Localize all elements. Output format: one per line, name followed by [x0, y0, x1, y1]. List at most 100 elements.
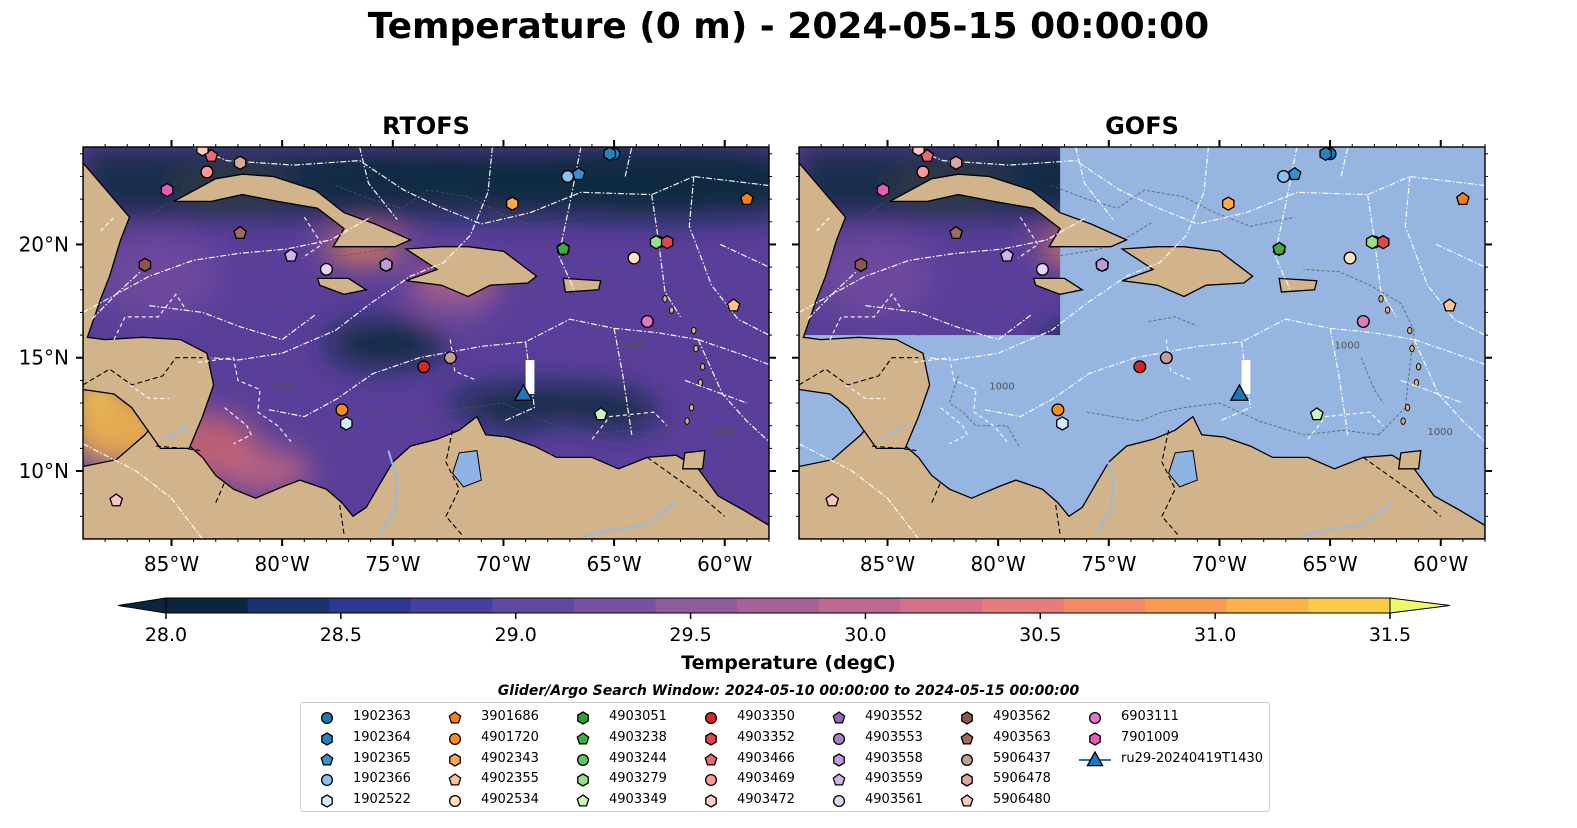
legend-marker-4903466	[704, 752, 718, 766]
legend-marker-4903349	[576, 794, 590, 807]
legend-label: 4903238	[609, 729, 667, 745]
legend-label: 4903466	[737, 750, 795, 766]
legend-marker-4903562	[961, 711, 973, 725]
marker-4903352	[1376, 234, 1390, 250]
land	[799, 411, 1485, 539]
colorbar-extend-low	[117, 597, 167, 614]
marker-5906437	[1159, 351, 1173, 365]
legend-marker-7901009	[1089, 732, 1101, 746]
legend-label: ru29-20240419T1430	[1121, 750, 1264, 766]
marker-1902364	[603, 147, 616, 162]
eez-boundary	[1414, 339, 1485, 366]
marker-5906480	[825, 493, 840, 507]
legend-marker-4903561	[832, 795, 846, 808]
legend-marker-icon	[576, 753, 590, 766]
legend-label: 4903349	[609, 792, 667, 808]
legend-marker-icon	[321, 794, 333, 808]
lon-tick-label: 60°W	[1413, 552, 1468, 576]
land	[316, 277, 369, 295]
legend-label: 1902363	[353, 709, 411, 724]
land	[83, 161, 215, 450]
marker-6903111	[640, 314, 654, 328]
marker-4903238	[556, 241, 571, 255]
colorbar-tick-label: 31.0	[1194, 624, 1236, 646]
marker-4903559	[284, 248, 298, 262]
legend-marker-icon	[704, 752, 718, 766]
legend-marker-icon	[960, 731, 974, 745]
legend-marker-icon	[448, 711, 462, 724]
legend: 1902363 1902364 1902365 1902366 1902522 39016…	[300, 702, 1270, 812]
panel-title-gofs: GOFS	[1105, 112, 1179, 140]
panel-title-rtofs: RTOFS	[382, 112, 470, 140]
legend-label: 1902364	[353, 729, 411, 745]
marker-3901686	[739, 191, 754, 206]
land	[83, 411, 769, 539]
legend-marker-1902364	[321, 732, 333, 746]
map-frame	[798, 146, 1486, 540]
legend-marker-icon	[448, 773, 462, 786]
marker-ru29-20240419T1430	[1229, 383, 1250, 401]
marker-4903563	[949, 225, 964, 240]
lake	[452, 450, 482, 488]
marker-4903562	[138, 257, 152, 273]
legend-label: 4903244	[609, 750, 667, 766]
marker-1902366	[1277, 169, 1291, 183]
lake	[1168, 450, 1198, 488]
marker-4902534	[627, 251, 641, 265]
colorbar-label: Temperature (degC)	[681, 652, 896, 674]
colorbar-bin	[655, 598, 738, 613]
legend-marker-1902522	[321, 794, 333, 808]
legend-label: 1902365	[353, 750, 411, 766]
colorbar-bin	[1063, 598, 1146, 613]
legend-marker-icon	[576, 794, 590, 807]
legend-label: 4903562	[993, 709, 1051, 724]
legend-marker-5906437	[960, 753, 974, 766]
eez-boundary	[684, 379, 748, 404]
legend-marker-4902343	[449, 752, 461, 767]
legend-marker-icon	[960, 794, 974, 807]
legend-marker-4903563	[960, 731, 974, 745]
legend-marker-4903352	[705, 732, 717, 746]
eez-boundary	[865, 305, 1032, 341]
marker-4902355	[726, 298, 741, 312]
legend-label: 4903279	[609, 771, 667, 787]
colorbar-bin	[1145, 598, 1228, 613]
legend-marker-4903559	[832, 773, 846, 786]
marker-4903562	[854, 257, 868, 273]
marker-4903558	[379, 257, 393, 273]
marker-1902365	[571, 166, 586, 181]
rtofs-map-panel: 100010001000100085°W80°W75°W70°W65°W60°W…	[19, 140, 776, 576]
colorbar-tick-label: 28.0	[145, 624, 187, 646]
marker-4903238	[1272, 241, 1287, 255]
marker-4901720	[1051, 403, 1065, 417]
legend-label: 5906480	[993, 792, 1051, 808]
eez-boundary	[697, 339, 769, 443]
land	[562, 277, 602, 293]
lon-tick-label: 60°W	[697, 552, 752, 576]
lon-tick-label: 70°W	[476, 552, 531, 576]
colorbar: 28.0 28.5 29.0 29.5 30.0 30.5 31.0 31.5	[117, 597, 1451, 646]
lon-tick-label: 80°W	[971, 552, 1026, 576]
legend-label: 4903472	[737, 792, 795, 808]
eez-boundary	[688, 176, 769, 336]
legend-marker-icon	[577, 711, 589, 725]
legend-marker-4903279	[577, 773, 589, 788]
legend-label: 4902355	[481, 771, 539, 787]
marker-1902522	[340, 416, 353, 431]
lon-tick-label: 85°W	[144, 552, 199, 576]
legend-marker-4901720	[448, 732, 462, 745]
marker-4903472	[196, 147, 209, 157]
legend-marker-icon	[448, 732, 462, 745]
marker-1902364	[1319, 147, 1332, 162]
marker-1902366	[561, 169, 575, 183]
marker-4903349	[593, 407, 608, 421]
marker-4903561	[1035, 262, 1049, 276]
marker-4902343	[1222, 196, 1235, 211]
legend-marker-5906480	[960, 794, 974, 807]
legend-label: 4903352	[737, 729, 795, 745]
figure-title: Temperature (0 m) - 2024-05-15 00:00:00	[367, 6, 1210, 47]
legend-label: 1902366	[353, 771, 411, 787]
eez-boundary	[799, 443, 919, 539]
marker-4903279	[649, 234, 663, 250]
eez-boundary	[149, 305, 316, 341]
